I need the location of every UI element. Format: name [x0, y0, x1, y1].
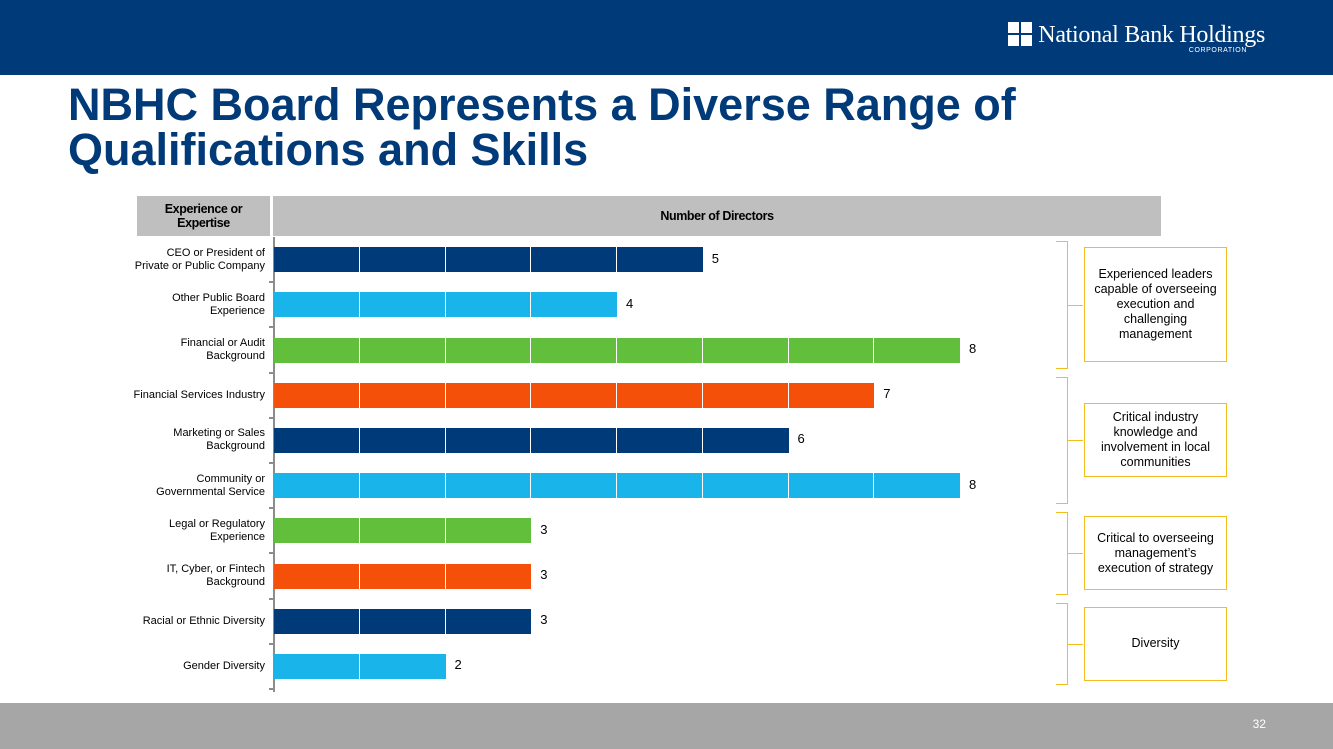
category-label: Marketing or Sales Background	[173, 427, 265, 453]
category-label: IT, Cyber, or Fintech Background	[166, 563, 265, 588]
bar-segment-divider	[358, 247, 360, 273]
axis-tick	[269, 507, 274, 510]
bar-segment-divider	[444, 292, 446, 318]
group-bracket	[1056, 376, 1083, 505]
bar-segment-divider	[444, 563, 446, 589]
page-title: NBHC Board Represents a Diverse Range of…	[68, 79, 1016, 175]
category-axis	[273, 237, 275, 692]
category-label: Legal or Regulatory Experience	[168, 517, 265, 543]
value-label: 7	[883, 386, 891, 402]
bar	[274, 563, 532, 589]
category-label: Gender Diversity	[183, 659, 265, 672]
bar-segment-divider	[444, 427, 446, 453]
bar-segment-divider	[873, 337, 875, 363]
value-label: 8	[969, 341, 977, 356]
category-label: CEO or President of Private or Public Co…	[134, 246, 265, 272]
header-bar: National Bank Holdings CORPORATION	[0, 0, 1333, 75]
category-label: Financial Services Industry	[133, 388, 265, 401]
group-callout: Diversity	[1084, 606, 1227, 681]
group-bracket	[1056, 602, 1083, 685]
company-logo: National Bank Holdings CORPORATION	[1008, 22, 1265, 55]
bar-segment-divider	[358, 382, 360, 408]
axis-tick	[269, 688, 274, 690]
bar-segment-divider	[358, 608, 360, 634]
axis-tick	[269, 416, 274, 419]
bar-segment-divider	[701, 337, 703, 363]
category-label: Financial or Audit Background	[180, 337, 265, 362]
bar-segment-divider	[444, 473, 446, 499]
group-callout: Experienced leaders capable of overseein…	[1084, 247, 1227, 363]
column-header-directors: Number of Directors	[273, 196, 1161, 236]
value-label: 2	[454, 657, 462, 673]
group-callout: Critical to overseeing management’s exec…	[1084, 516, 1227, 591]
bar-segment-divider	[701, 427, 703, 453]
bar	[274, 292, 617, 318]
bar-segment-divider	[358, 427, 360, 453]
bar-segment-divider	[444, 247, 446, 273]
bar-segment-divider	[444, 608, 446, 634]
bar-segment-divider	[873, 473, 875, 499]
bar-segment-divider	[701, 473, 703, 499]
bar-segment-divider	[616, 247, 617, 273]
axis-tick	[269, 462, 274, 464]
bar	[274, 247, 703, 273]
logo-subtitle: CORPORATION	[1188, 47, 1247, 54]
bar	[274, 473, 960, 499]
column-header-expertise: Experience or Expertise	[137, 196, 270, 236]
bar-segment-divider	[530, 382, 532, 408]
bar-segment-divider	[787, 473, 789, 499]
axis-tick	[269, 597, 274, 600]
axis-tick	[269, 326, 274, 329]
page-number: 32	[1252, 717, 1266, 731]
axis-tick	[269, 552, 274, 555]
bar-segment-divider	[358, 518, 360, 544]
value-label: 5	[711, 250, 719, 266]
logo-name: National Bank Holdings	[1038, 22, 1265, 48]
bar-segment-divider	[616, 473, 617, 499]
group-callout: Critical industry knowledge and involvem…	[1084, 403, 1227, 478]
value-label: 3	[540, 612, 548, 628]
category-label: Racial or Ethnic Diversity	[142, 614, 265, 627]
bar-segment-divider	[444, 518, 446, 544]
bar	[274, 653, 446, 679]
value-label: 4	[626, 295, 634, 311]
bar-segment-divider	[530, 292, 532, 318]
group-bracket	[1056, 241, 1083, 369]
bar-segment-divider	[358, 653, 360, 679]
bar-segment-divider	[530, 427, 532, 453]
bar-segment-divider	[444, 382, 446, 408]
value-label: 3	[540, 521, 548, 537]
bar	[274, 427, 789, 453]
logo-squares-icon	[1008, 22, 1033, 46]
bar-segment-divider	[616, 382, 617, 408]
footer-bar: 32	[0, 703, 1333, 749]
bar-segment-divider	[444, 337, 446, 363]
bar-segment-divider	[787, 382, 789, 408]
bar	[274, 608, 532, 634]
axis-tick	[269, 281, 274, 284]
axis-tick	[269, 642, 274, 645]
bar-segment-divider	[358, 473, 360, 499]
bar-segment-divider	[616, 427, 617, 453]
bar	[274, 337, 960, 363]
category-label: Community or Governmental Service	[156, 472, 265, 498]
bar-segment-divider	[358, 563, 360, 589]
bar	[274, 382, 875, 408]
bar-segment-divider	[787, 337, 789, 363]
bar-segment-divider	[701, 382, 703, 408]
value-label: 8	[969, 476, 977, 492]
bar-segment-divider	[530, 473, 532, 499]
bar-segment-divider	[530, 337, 532, 363]
bar-segment-divider	[358, 292, 360, 318]
group-bracket	[1056, 512, 1083, 595]
bar-segment-divider	[530, 247, 532, 273]
bar-segment-divider	[616, 337, 617, 363]
category-label: Other Public Board Experience	[172, 291, 265, 317]
bar-segment-divider	[358, 337, 360, 363]
axis-tick	[269, 371, 274, 374]
value-label: 6	[797, 431, 805, 447]
value-label: 3	[540, 567, 548, 582]
bar	[274, 518, 532, 544]
